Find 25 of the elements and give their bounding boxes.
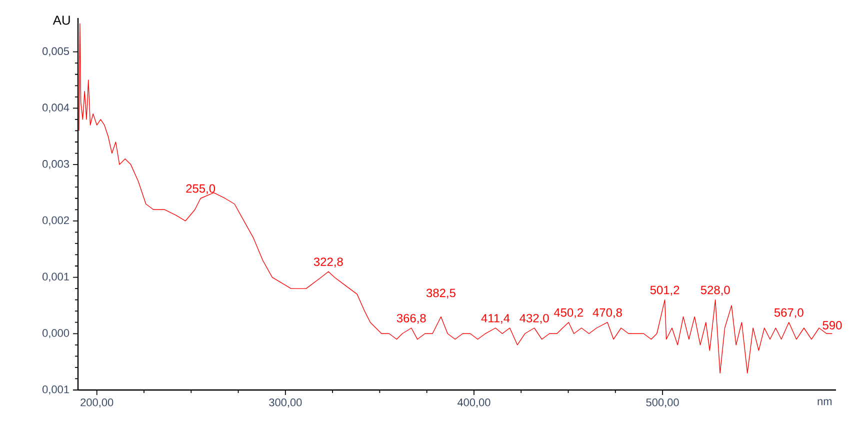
x-axis-title: nm	[818, 399, 832, 406]
x-tick-label: 500,00	[646, 398, 679, 408]
x-tick-label: 400,00	[457, 398, 490, 408]
annotation: 382,5	[426, 288, 456, 299]
annotation: 470,8	[592, 308, 622, 318]
annotation: 450,2	[554, 308, 583, 318]
y-tick-label: 0,001	[42, 272, 69, 282]
x-tick-label: 200,00	[80, 398, 114, 408]
y-tick-label: 0,005	[42, 47, 70, 56]
annotation: 567,0	[774, 308, 804, 318]
annotation: 255,0	[186, 184, 216, 194]
y-axis-title: AU	[52, 16, 70, 25]
annotation: 322,8	[314, 258, 343, 268]
y-tick-label: 0,001	[42, 385, 69, 395]
annotation: 501,2	[650, 286, 680, 296]
annotation: 432,0	[520, 314, 549, 324]
annotation: 366,8	[396, 314, 426, 324]
annotation: 411,4	[481, 314, 510, 324]
y-tick-label: 0,000	[42, 329, 70, 338]
y-tick-label: 0,003	[42, 160, 70, 170]
y-tick-label: 0,002	[42, 216, 69, 226]
x-tick-label: 300,00	[269, 398, 302, 408]
y-tick-label: 0,004	[42, 104, 70, 113]
annotation: 528,0	[700, 286, 730, 296]
annotation: 590	[822, 320, 842, 330]
